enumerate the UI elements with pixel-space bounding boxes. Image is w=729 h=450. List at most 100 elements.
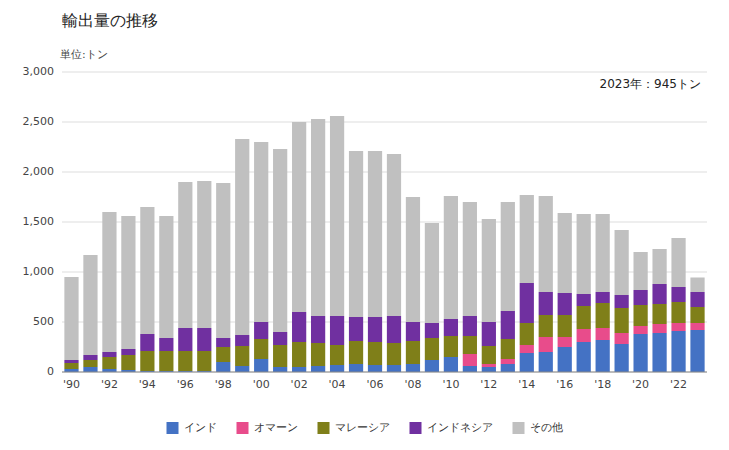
bar-segment bbox=[102, 352, 116, 357]
bar-segment bbox=[159, 338, 173, 351]
bar-segment bbox=[501, 339, 515, 359]
bar-segment bbox=[121, 349, 135, 355]
bar-segment bbox=[83, 367, 97, 372]
bar-segment bbox=[121, 216, 135, 349]
bar-segment bbox=[311, 119, 325, 316]
bar-segment bbox=[520, 323, 534, 345]
x-tick-label: '96 bbox=[177, 378, 194, 391]
bar-segment bbox=[425, 338, 439, 360]
bar-segment bbox=[216, 338, 230, 347]
bar-segment bbox=[83, 360, 97, 367]
bar-segment bbox=[387, 316, 401, 343]
bar-segment bbox=[64, 363, 78, 369]
bar-segment bbox=[368, 342, 382, 365]
bar-segment bbox=[178, 182, 192, 328]
bar-segment bbox=[273, 149, 287, 332]
bar-segment bbox=[615, 230, 629, 295]
y-tick-label: 500 bbox=[33, 315, 54, 328]
bar-segment bbox=[482, 367, 496, 372]
bar-segment bbox=[406, 322, 420, 341]
bar-segment bbox=[64, 277, 78, 360]
bar-segment bbox=[671, 287, 685, 302]
legend: インドオマーンマレーシアインドネシアその他 bbox=[167, 421, 563, 434]
grid-line bbox=[62, 222, 707, 223]
bar-segment bbox=[254, 359, 268, 372]
bar-segment bbox=[501, 359, 515, 364]
x-tick-label: '12 bbox=[480, 378, 497, 391]
bar-segment bbox=[387, 154, 401, 316]
bar-segment bbox=[425, 360, 439, 372]
bar-segment bbox=[216, 362, 230, 372]
bar-segment bbox=[159, 351, 173, 371]
bar-segment bbox=[197, 351, 211, 371]
x-tick-label: '04 bbox=[329, 378, 346, 391]
bar-segment bbox=[368, 317, 382, 342]
bar-segment bbox=[633, 290, 647, 305]
x-tick-label: '06 bbox=[366, 378, 383, 391]
bar-segment bbox=[463, 202, 477, 316]
y-tick-label: 2,500 bbox=[23, 115, 55, 128]
bar-segment bbox=[254, 142, 268, 322]
chart: 05001,0001,5002,0002,5003,000'90'92'94'9… bbox=[0, 0, 729, 450]
bar-segment bbox=[482, 346, 496, 364]
bar-segment bbox=[197, 181, 211, 328]
x-tick-label: '20 bbox=[632, 378, 649, 391]
bar-segment bbox=[349, 341, 363, 364]
bar-segment bbox=[330, 316, 344, 345]
bar-segment bbox=[596, 340, 610, 372]
bar-segment bbox=[463, 354, 477, 366]
bar-segment bbox=[671, 238, 685, 287]
bar-segment bbox=[596, 303, 610, 328]
legend-swatch bbox=[318, 422, 330, 434]
legend-swatch bbox=[237, 422, 249, 434]
x-tick-label: '94 bbox=[139, 378, 156, 391]
y-tick-label: 1,500 bbox=[23, 215, 55, 228]
bar-segment bbox=[387, 343, 401, 365]
legend-item: その他 bbox=[513, 421, 563, 434]
bar-segment bbox=[520, 353, 534, 372]
legend-swatch bbox=[167, 422, 179, 434]
bar-segment bbox=[633, 326, 647, 334]
bar-segment bbox=[652, 324, 666, 333]
bar-segment bbox=[387, 365, 401, 372]
bar-segment bbox=[463, 366, 477, 372]
bar-segment bbox=[520, 195, 534, 283]
series bbox=[463, 323, 705, 367]
bar-segment bbox=[216, 347, 230, 362]
bar-segment bbox=[463, 336, 477, 354]
bar-segment bbox=[501, 364, 515, 372]
bar-segment bbox=[235, 139, 249, 335]
bar-segment bbox=[690, 278, 704, 293]
bar-segment bbox=[292, 367, 306, 372]
legend-item: オマーン bbox=[237, 421, 298, 434]
bar-segment bbox=[140, 351, 154, 371]
bar-segment bbox=[633, 252, 647, 290]
bar-segment bbox=[330, 345, 344, 365]
subtitle: 単位:トン bbox=[60, 48, 108, 61]
bar-segment bbox=[349, 151, 363, 317]
x-tick-label: '08 bbox=[404, 378, 421, 391]
bar-segment bbox=[690, 330, 704, 372]
bar-segment bbox=[633, 334, 647, 372]
bar-segment bbox=[463, 316, 477, 336]
bar-segment bbox=[577, 306, 591, 329]
bar-segment bbox=[615, 333, 629, 344]
bar-segment bbox=[652, 249, 666, 284]
legend-item: インド bbox=[167, 421, 217, 434]
bar-segment bbox=[539, 196, 553, 292]
bar-segment bbox=[690, 323, 704, 330]
bar-segment bbox=[311, 366, 325, 372]
bar-segment bbox=[444, 196, 458, 319]
bar-segment bbox=[539, 337, 553, 352]
bar-segment bbox=[292, 312, 306, 342]
bar-segment bbox=[159, 216, 173, 338]
bar-segment bbox=[558, 347, 572, 372]
legend-swatch bbox=[410, 422, 422, 434]
bar-segment bbox=[482, 219, 496, 322]
grid bbox=[62, 72, 707, 372]
x-tick-label: '22 bbox=[670, 378, 687, 391]
bar-segment bbox=[273, 367, 287, 372]
bar-segment bbox=[615, 295, 629, 308]
bar-segment bbox=[83, 255, 97, 355]
bar-segment bbox=[102, 212, 116, 352]
